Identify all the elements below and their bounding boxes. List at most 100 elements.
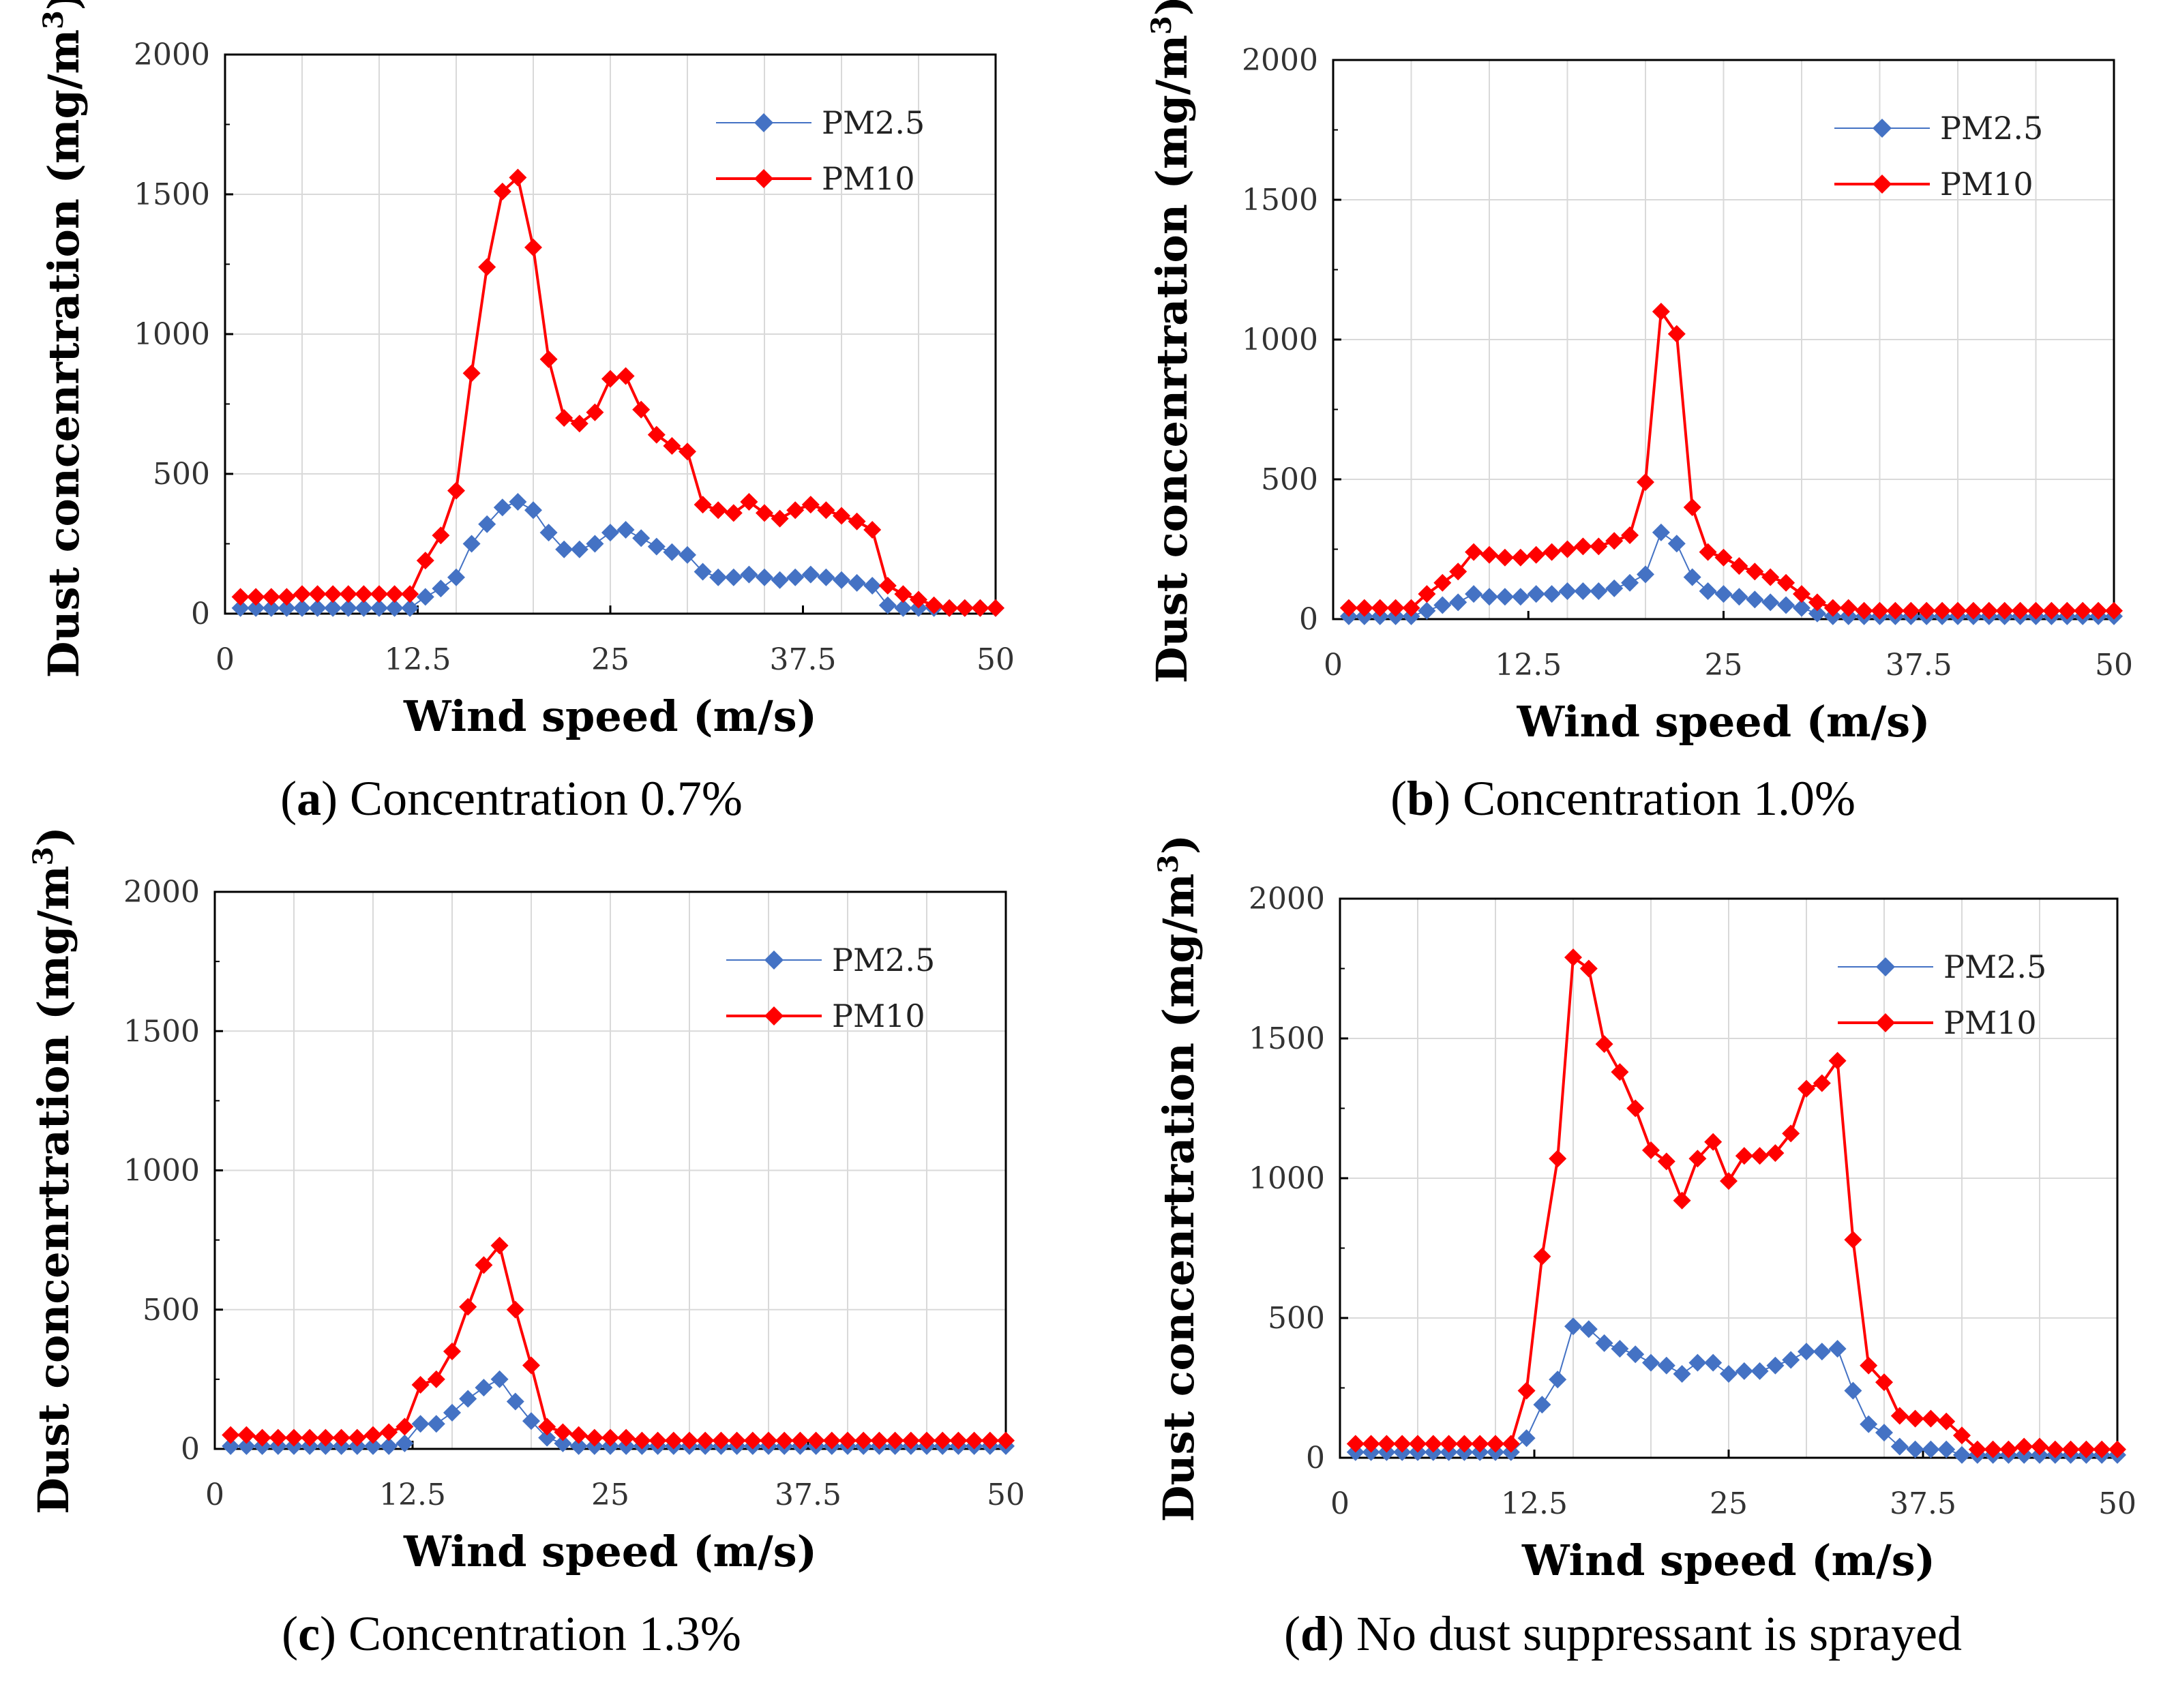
data-point-pm10 bbox=[1527, 545, 1545, 564]
panel-caption: (c) Concentration 1.3% bbox=[282, 1606, 741, 1661]
data-point-pm25 bbox=[427, 1415, 445, 1433]
data-point-pm10 bbox=[339, 585, 357, 603]
data-point-pm25 bbox=[432, 580, 450, 598]
data-point-pm10 bbox=[459, 1298, 477, 1316]
y-axis-title-text: Dust concenrtration (mg/m bbox=[39, 29, 89, 678]
x-tick-label: 25 bbox=[591, 1478, 629, 1512]
data-point-pm10 bbox=[786, 501, 805, 520]
data-point-pm25 bbox=[1511, 588, 1530, 606]
x-tick-label: 25 bbox=[591, 642, 629, 677]
x-axis-title: Wind speed (m/s) bbox=[403, 1527, 817, 1576]
data-point-pm25 bbox=[1533, 1396, 1551, 1414]
data-point-pm25 bbox=[1418, 601, 1436, 620]
data-point-pm10 bbox=[997, 1431, 1015, 1450]
data-point-pm25 bbox=[293, 599, 311, 617]
data-point-pm10 bbox=[1440, 1435, 1458, 1453]
data-point-pm25 bbox=[786, 568, 805, 586]
data-point-pm10 bbox=[2015, 1437, 2033, 1456]
legend-label: PM2.5 bbox=[1943, 948, 2046, 985]
data-point-pm10 bbox=[1355, 599, 1373, 617]
data-point-pm10 bbox=[1495, 548, 1514, 567]
data-point-pm10 bbox=[355, 585, 373, 603]
data-point-pm10 bbox=[427, 1370, 445, 1388]
legend-label: PM2.5 bbox=[832, 942, 935, 978]
data-point-pm10 bbox=[1377, 1435, 1396, 1453]
data-point-pm25 bbox=[616, 521, 635, 539]
data-point-pm10 bbox=[1984, 1440, 2002, 1458]
data-point-pm25 bbox=[308, 599, 327, 617]
data-point-pm10 bbox=[743, 1431, 762, 1450]
data-point-pm25 bbox=[1642, 1353, 1660, 1372]
data-point-pm10 bbox=[1402, 599, 1420, 617]
data-point-pm10 bbox=[1605, 532, 1624, 550]
y-axis-title-superscript: 3 bbox=[1146, 16, 1178, 35]
data-point-pm25 bbox=[1813, 1343, 1831, 1361]
y-axis-title-text: Dust concenrtration (mg/m bbox=[29, 865, 78, 1514]
data-point-pm10 bbox=[2093, 1440, 2111, 1458]
x-tick-label: 0 bbox=[1330, 1486, 1350, 1521]
y-tick-label: 1500 bbox=[123, 1014, 200, 1049]
caption-text: Concentration 1.3% bbox=[348, 1606, 741, 1661]
data-point-pm10 bbox=[870, 1431, 889, 1450]
data-point-pm25 bbox=[1683, 568, 1701, 586]
data-point-pm10 bbox=[1564, 948, 1582, 967]
data-point-pm10 bbox=[1860, 1356, 1878, 1375]
data-point-pm25 bbox=[1595, 1334, 1613, 1352]
data-point-pm25 bbox=[694, 563, 712, 581]
data-point-pm25 bbox=[1637, 565, 1654, 584]
data-point-pm10 bbox=[1699, 543, 1717, 561]
data-point-pm25 bbox=[247, 599, 265, 617]
data-point-pm10 bbox=[901, 1431, 920, 1450]
data-point-pm10 bbox=[1424, 1435, 1442, 1453]
data-point-pm10 bbox=[696, 1431, 715, 1450]
data-point-pm25 bbox=[1449, 593, 1467, 612]
data-point-pm25 bbox=[1657, 1356, 1675, 1375]
data-point-pm10 bbox=[332, 1428, 351, 1447]
data-point-pm10 bbox=[712, 1431, 730, 1450]
caption-open-paren: ( bbox=[1284, 1606, 1300, 1661]
data-point-pm25 bbox=[462, 535, 481, 553]
data-point-pm25 bbox=[1844, 1381, 1862, 1400]
data-point-pm10 bbox=[2077, 1440, 2096, 1458]
data-point-pm25 bbox=[1626, 1345, 1645, 1364]
legend-marker bbox=[754, 113, 773, 132]
legend-marker bbox=[1873, 175, 1892, 194]
data-point-pm10 bbox=[1875, 1373, 1893, 1392]
data-point-pm25 bbox=[1611, 1340, 1629, 1358]
data-point-pm10 bbox=[262, 588, 280, 606]
caption-close-paren: ) bbox=[1328, 1606, 1356, 1661]
data-point-pm10 bbox=[364, 1426, 382, 1444]
y-axis-title-close: ) bbox=[29, 826, 78, 846]
data-point-pm25 bbox=[756, 568, 773, 586]
data-point-pm10 bbox=[709, 501, 728, 520]
caption-letter: d bbox=[1300, 1606, 1328, 1661]
data-point-pm10 bbox=[632, 400, 651, 419]
data-point-pm25 bbox=[1579, 1320, 1598, 1338]
data-point-pm25 bbox=[1750, 1362, 1769, 1380]
data-point-pm10 bbox=[432, 526, 450, 545]
data-point-pm10 bbox=[1766, 1144, 1785, 1163]
y-tick-label: 1500 bbox=[1242, 183, 1318, 218]
data-point-pm25 bbox=[478, 515, 496, 533]
data-point-pm25 bbox=[1549, 1370, 1567, 1389]
x-tick-label: 50 bbox=[2095, 648, 2133, 683]
data-point-pm10 bbox=[1511, 548, 1530, 567]
data-point-pm25 bbox=[1777, 596, 1795, 614]
caption-open-paren: ( bbox=[1390, 771, 1407, 826]
data-point-pm25 bbox=[1542, 585, 1561, 603]
data-point-pm25 bbox=[1667, 535, 1686, 553]
data-point-pm25 bbox=[801, 565, 820, 584]
data-point-pm10 bbox=[269, 1428, 287, 1447]
data-point-pm10 bbox=[2108, 1440, 2126, 1458]
x-axis-title: Wind speed (m/s) bbox=[1516, 697, 1930, 747]
data-point-pm10 bbox=[293, 585, 311, 603]
x-tick-label: 50 bbox=[2098, 1486, 2136, 1521]
data-point-pm10 bbox=[478, 258, 496, 276]
data-point-pm25 bbox=[554, 1434, 572, 1452]
series-line-pm25 bbox=[1355, 1325, 2117, 1456]
data-point-pm25 bbox=[370, 599, 388, 617]
data-point-pm10 bbox=[1746, 563, 1764, 581]
data-point-pm25 bbox=[324, 599, 342, 617]
data-point-pm10 bbox=[617, 1428, 636, 1447]
